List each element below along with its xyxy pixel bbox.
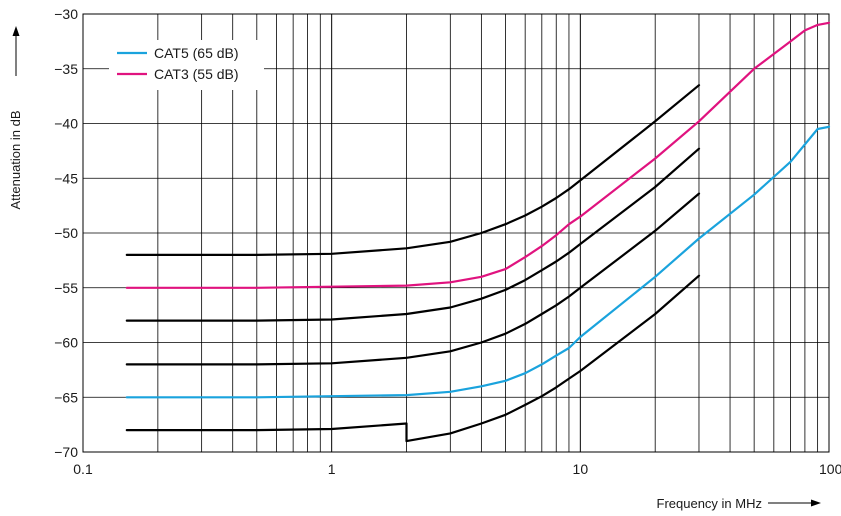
plot-frame — [82, 13, 830, 453]
series-line-curve-5 — [125, 274, 701, 443]
x-tick-label: 10 — [573, 461, 589, 477]
x-tick-label: 1 — [328, 461, 336, 477]
series-layer — [125, 21, 831, 443]
series-line-curve-4 — [125, 192, 701, 366]
y-tick-label: −70 — [54, 444, 78, 460]
y-tick-label: −50 — [54, 225, 78, 241]
x-tick-label: 0.1 — [73, 461, 93, 477]
y-tick-label: −55 — [54, 280, 78, 296]
legend: CAT5 (65 dB) CAT3 (55 dB) — [109, 40, 264, 90]
y-axis-label: Attenuation in dB — [8, 110, 23, 209]
y-tick-label: −30 — [54, 6, 78, 22]
series-line-cat5 — [125, 125, 831, 399]
y-axis-arrowhead — [12, 26, 20, 36]
tick-labels: −30 −35 −40 −45 −50 −55 −60 −65 −700.1 1 10 100 — [54, 6, 841, 477]
y-tick-label: −60 — [54, 335, 78, 351]
y-tick-label: −35 — [54, 61, 78, 77]
series-line-curve-3 — [125, 147, 701, 322]
series-line-curve-2 — [125, 84, 701, 256]
x-tick-label: 100 — [819, 461, 841, 477]
x-axis-arrowhead — [811, 499, 821, 507]
x-axis-label: Frequency in MHz — [657, 496, 762, 511]
legend-label: CAT5 (65 dB) — [154, 45, 239, 61]
legend-box — [109, 40, 264, 90]
series-line-cat3 — [125, 21, 831, 289]
y-tick-label: −40 — [54, 116, 78, 132]
y-tick-label: −45 — [54, 170, 78, 186]
y-tick-label: −65 — [54, 389, 78, 405]
legend-label: CAT3 (55 dB) — [154, 66, 239, 82]
